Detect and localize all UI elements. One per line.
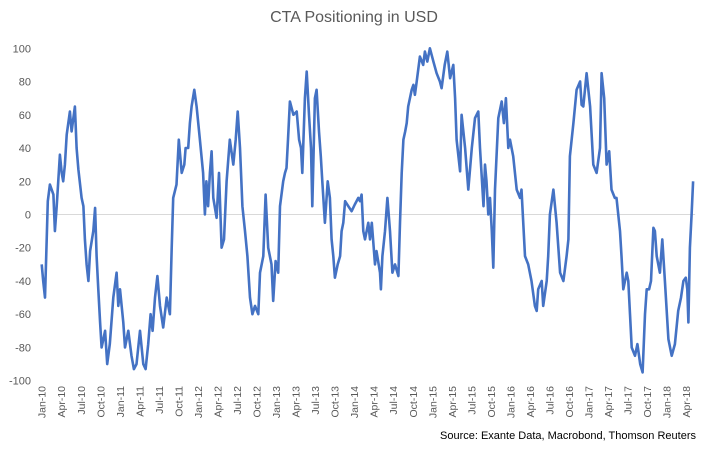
x-tick-label: Jan-17 xyxy=(584,386,596,418)
x-tick-label: Jan-11 xyxy=(115,386,127,417)
x-tick-label: Apr-16 xyxy=(525,386,537,418)
x-tick-label: Jul-16 xyxy=(544,386,556,415)
x-tick-label: Jan-18 xyxy=(662,386,674,418)
y-axis: 100 80 60 40 20 0 -20 -40 -60 -80 -100 xyxy=(9,43,31,387)
y-tick-label: 80 xyxy=(19,77,31,89)
x-tick-label: Apr-10 xyxy=(56,386,68,418)
x-tick-label: Oct-11 xyxy=(173,386,185,417)
x-tick-label: Oct-15 xyxy=(486,386,498,418)
y-tick-label: -60 xyxy=(15,309,31,321)
y-tick-label: 100 xyxy=(13,43,31,55)
x-tick-label: Oct-10 xyxy=(95,386,107,418)
series-group xyxy=(40,47,695,374)
series-line xyxy=(40,47,695,374)
x-tick-label: Oct-12 xyxy=(252,386,264,418)
x-tick-label: Jan-15 xyxy=(427,386,439,418)
x-tick-label: Apr-14 xyxy=(369,386,381,418)
y-tick-label: -20 xyxy=(15,243,31,255)
x-tick-label: Oct-17 xyxy=(642,386,654,418)
y-tick-label: 20 xyxy=(19,176,31,188)
x-tick-label: Apr-15 xyxy=(447,386,459,418)
x-tick-label: Jan-16 xyxy=(505,386,517,418)
x-tick-label: Apr-17 xyxy=(603,386,615,418)
x-tick-label: Jan-13 xyxy=(271,386,283,418)
x-tick-label: Apr-11 xyxy=(134,386,146,417)
y-tick-label: -80 xyxy=(15,342,31,354)
x-tick-label: Jan-10 xyxy=(37,386,49,418)
x-tick-label: Oct-13 xyxy=(330,386,342,418)
x-tick-label: Apr-18 xyxy=(681,386,693,418)
y-tick-label: 60 xyxy=(19,110,31,122)
y-tick-label: -40 xyxy=(15,276,31,288)
x-tick-label: Apr-12 xyxy=(212,386,224,418)
y-tick-label: 0 xyxy=(25,210,31,222)
x-tick-label: Jul-12 xyxy=(232,386,244,415)
x-tick-label: Oct-16 xyxy=(564,386,576,418)
x-axis: Jan-10 Apr-10 Jul-10 Oct-10 Jan-11 Apr-11 Jul-… xyxy=(37,386,693,418)
x-tick-label: Jul-17 xyxy=(623,386,635,415)
x-tick-label: Apr-13 xyxy=(291,386,303,418)
x-tick-label: Jul-10 xyxy=(76,386,88,415)
x-tick-label: Oct-14 xyxy=(408,386,420,418)
x-tick-label: Jan-14 xyxy=(349,386,361,418)
x-tick-label: Jul-14 xyxy=(388,386,400,415)
x-tick-label: Jul-13 xyxy=(310,386,322,415)
y-tick-label: -100 xyxy=(9,376,31,388)
x-tick-label: Jan-12 xyxy=(193,386,205,418)
x-tick-label: Jul-11 xyxy=(154,386,166,414)
source-note: Source: Exante Data, Macrobond, Thomson … xyxy=(440,430,696,442)
chart-title: CTA Positioning in USD xyxy=(270,9,438,26)
x-tick-label: Jul-15 xyxy=(466,386,478,415)
y-tick-label: 40 xyxy=(19,143,31,155)
